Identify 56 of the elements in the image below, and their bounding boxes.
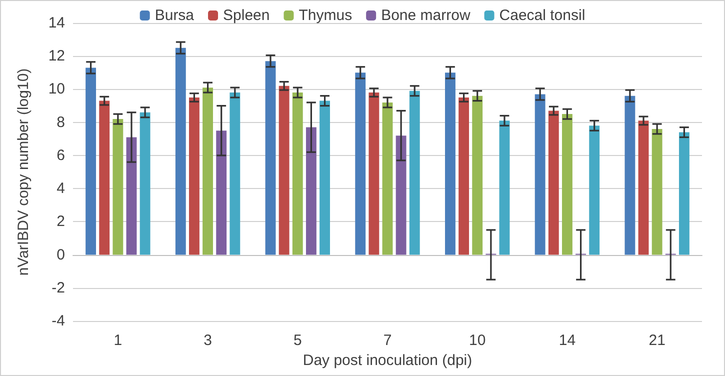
x-tick-label: 7 [383, 332, 392, 349]
x-tick-label: 5 [293, 332, 302, 349]
bar [86, 68, 96, 255]
y-tick-label: 0 [56, 246, 65, 264]
y-tick-label: -2 [52, 279, 65, 296]
y-tick-label: 12 [48, 48, 65, 65]
bar [99, 100, 110, 255]
bar [306, 127, 316, 255]
bar [678, 132, 690, 255]
bar [368, 92, 380, 255]
bar [202, 88, 214, 255]
bar [624, 96, 636, 255]
bar [458, 98, 470, 255]
y-tick-label: 6 [56, 146, 65, 164]
y-tick-label: 4 [56, 180, 65, 198]
y-tick-label: 10 [48, 80, 65, 98]
legend-label: Spleen [223, 7, 270, 24]
y-tick-label: 8 [56, 114, 65, 131]
x-tick-label: 14 [558, 332, 576, 349]
bar [534, 94, 546, 255]
legend-label: Bone marrow [381, 7, 470, 24]
bar [265, 61, 276, 255]
bar [320, 100, 330, 255]
bar [140, 112, 150, 255]
bar [112, 119, 124, 255]
x-tick-label: 1 [114, 332, 122, 349]
y-tick-label: 2 [56, 213, 65, 230]
y-tick-label: -4 [52, 312, 65, 330]
bar [409, 90, 420, 255]
bar [652, 128, 662, 255]
bar [445, 72, 456, 255]
bar [499, 120, 510, 255]
y-axis-title: nVarIBDV copy number (log10) [15, 68, 32, 276]
bar [396, 136, 406, 255]
bar [548, 110, 559, 255]
bar [126, 137, 137, 255]
legend-label: Bursa [154, 7, 195, 24]
bar [355, 72, 366, 255]
bar [189, 98, 200, 255]
bar [292, 92, 303, 255]
bar [638, 120, 649, 255]
bar [472, 96, 483, 255]
x-tick-label: 10 [469, 332, 486, 349]
y-tick-label: 14 [48, 14, 65, 32]
bar [278, 86, 290, 255]
bar [562, 114, 572, 255]
x-axis-title: Day post inoculation (dpi) [302, 352, 472, 369]
x-tick-label: 3 [204, 332, 212, 349]
bar [382, 102, 393, 255]
x-tick-label: 21 [648, 332, 666, 349]
legend-label: Caecal tonsil [499, 7, 586, 24]
bar [230, 92, 240, 255]
bar [175, 48, 186, 255]
bar [589, 126, 600, 255]
legend-label: Thymus [298, 7, 352, 24]
bar [216, 130, 227, 255]
